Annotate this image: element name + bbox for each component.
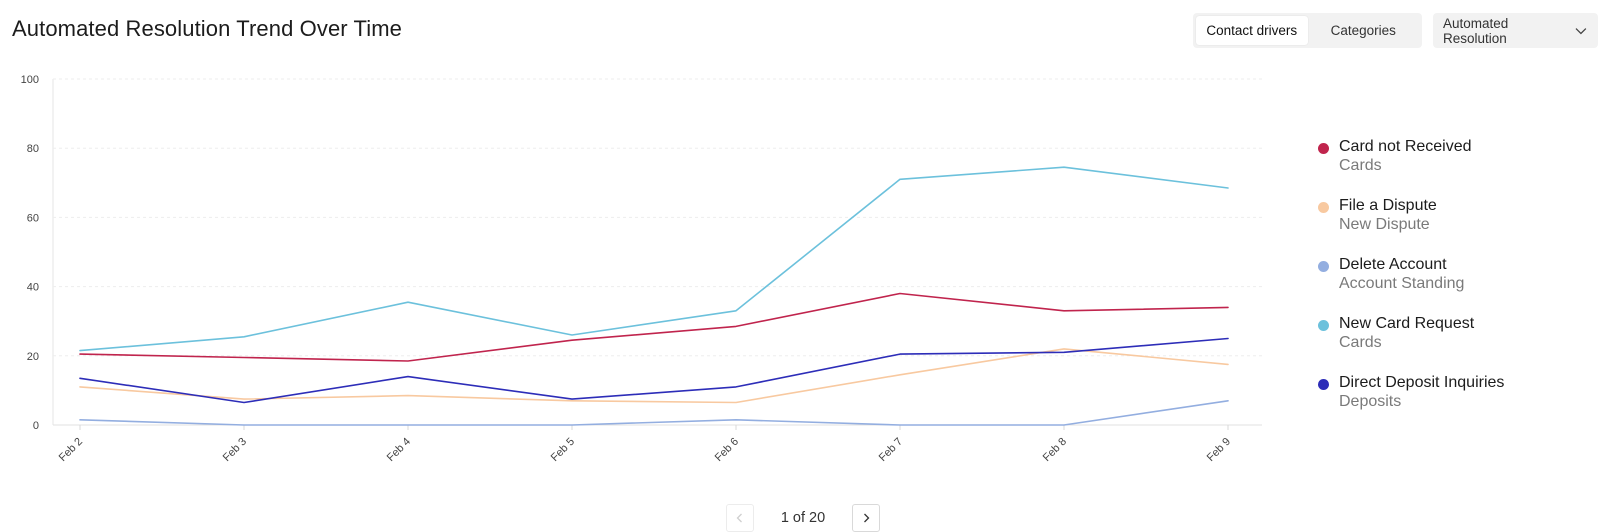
legend: Card not Received Cards File a Dispute New … — [1318, 138, 1588, 433]
chevron-left-icon — [736, 513, 742, 523]
y-tick-label: 60 — [27, 212, 39, 224]
y-tick-label: 100 — [21, 74, 39, 86]
y-tick-label: 40 — [27, 282, 39, 294]
legend-item-delete-account[interactable]: Delete Account Account Standing — [1318, 256, 1588, 315]
chevron-right-icon — [864, 513, 870, 523]
series-line-delete-account[interactable] — [79, 399, 1229, 426]
x-tick-label: Feb 7 — [877, 436, 905, 464]
x-tick-label: Feb 5 — [549, 436, 577, 464]
pagination: 1 of 20 — [726, 503, 880, 532]
legend-label: Delete Account — [1339, 256, 1447, 273]
legend-label: Card not Received — [1339, 138, 1472, 155]
x-tick-label: Feb 8 — [1041, 436, 1069, 464]
next-page-button[interactable] — [852, 504, 880, 532]
legend-label: Direct Deposit Inquiries — [1339, 374, 1505, 391]
grid — [52, 78, 1262, 426]
legend-swatch — [1318, 143, 1329, 154]
metric-dropdown[interactable]: Automated Resolution — [1433, 13, 1598, 48]
legend-label: File a Dispute — [1339, 197, 1437, 214]
y-tick-label: 80 — [27, 143, 39, 155]
series-lines — [79, 166, 1229, 426]
legend-swatch — [1318, 202, 1329, 213]
x-axis: Feb 2 Feb 3 Feb 4 Feb 5 Feb 6 Feb 7 Feb 8 Feb 9 — [57, 425, 1233, 464]
y-tick-label: 20 — [27, 351, 39, 363]
legend-swatch — [1318, 261, 1329, 272]
tab-categories[interactable]: Categories — [1308, 16, 1420, 45]
series-line-card-not-received[interactable] — [79, 292, 1229, 362]
x-tick-label: Feb 9 — [1205, 436, 1233, 464]
legend-item-new-card-request[interactable]: New Card Request Cards — [1318, 315, 1588, 374]
chevron-down-icon — [1575, 27, 1587, 34]
legend-swatch — [1318, 379, 1329, 390]
legend-category: Deposits — [1339, 393, 1402, 410]
series-line-direct-deposit-inquiries[interactable] — [79, 337, 1229, 404]
legend-item-direct-deposit-inquiries[interactable]: Direct Deposit Inquiries Deposits — [1318, 374, 1588, 433]
view-toggle: Contact drivers Categories — [1193, 13, 1422, 48]
legend-label: New Card Request — [1339, 315, 1475, 332]
legend-swatch — [1318, 320, 1329, 331]
legend-category: Cards — [1339, 334, 1382, 351]
x-tick-label: Feb 3 — [221, 436, 249, 464]
legend-item-file-a-dispute[interactable]: File a Dispute New Dispute — [1318, 197, 1588, 256]
legend-category: Cards — [1339, 157, 1382, 174]
legend-category: Account Standing — [1339, 275, 1465, 292]
x-tick-label: Feb 6 — [713, 436, 741, 464]
x-tick-label: Feb 4 — [385, 436, 413, 464]
x-tick-label: Feb 2 — [57, 436, 85, 464]
series-line-new-card-request[interactable] — [79, 166, 1229, 352]
tab-contact-drivers[interactable]: Contact drivers — [1196, 16, 1308, 45]
prev-page-button[interactable] — [726, 504, 754, 532]
metric-dropdown-value: Automated Resolution — [1443, 15, 1509, 46]
y-axis: 0 20 40 60 80 100 — [21, 74, 39, 432]
page-title: Automated Resolution Trend Over Time — [12, 16, 403, 41]
legend-item-card-not-received[interactable]: Card not Received Cards — [1318, 138, 1588, 197]
legend-category: New Dispute — [1339, 216, 1430, 233]
page-indicator: 1 of 20 — [780, 510, 826, 526]
y-tick-label: 0 — [33, 420, 39, 432]
